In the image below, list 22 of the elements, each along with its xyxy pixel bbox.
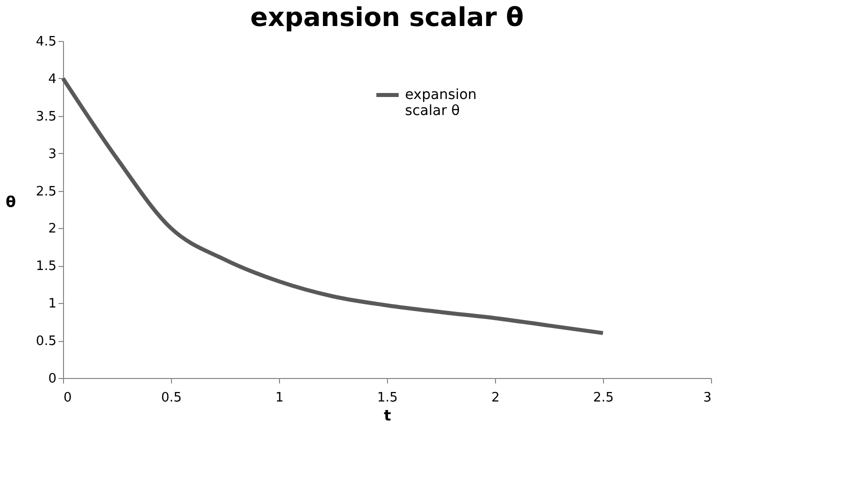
chart-title: expansion scalar θ: [250, 3, 524, 33]
y-tick-label: 2.5: [36, 184, 56, 200]
y-tick-label: 4: [48, 72, 56, 87]
y-tick-label: 0: [48, 372, 56, 386]
y-tick-label: 3.5: [36, 109, 56, 124]
x-tick-label: 0: [64, 390, 72, 406]
y-tick-label: 2: [48, 222, 56, 237]
x-tick-label: 2.5: [593, 390, 614, 406]
x-tick-label: 1: [275, 390, 284, 406]
x-axis-title: t: [384, 406, 392, 424]
legend-label: expansion scalar θ: [405, 86, 477, 119]
x-tick-label: 0.5: [161, 390, 182, 406]
x-tick-label: 2: [491, 390, 500, 406]
x-tick-label: 1.5: [377, 390, 398, 406]
y-tick-label: 1.5: [36, 259, 56, 274]
y-tick-label: 3: [48, 146, 56, 162]
y-axis-title: θ: [6, 193, 16, 211]
y-tick-label: 4.5: [36, 34, 56, 50]
x-tick-label: 3: [703, 390, 712, 406]
line-series: [61, 76, 605, 336]
y-tick-label: 0.5: [36, 334, 56, 350]
y-tick-label: 1: [48, 296, 56, 312]
